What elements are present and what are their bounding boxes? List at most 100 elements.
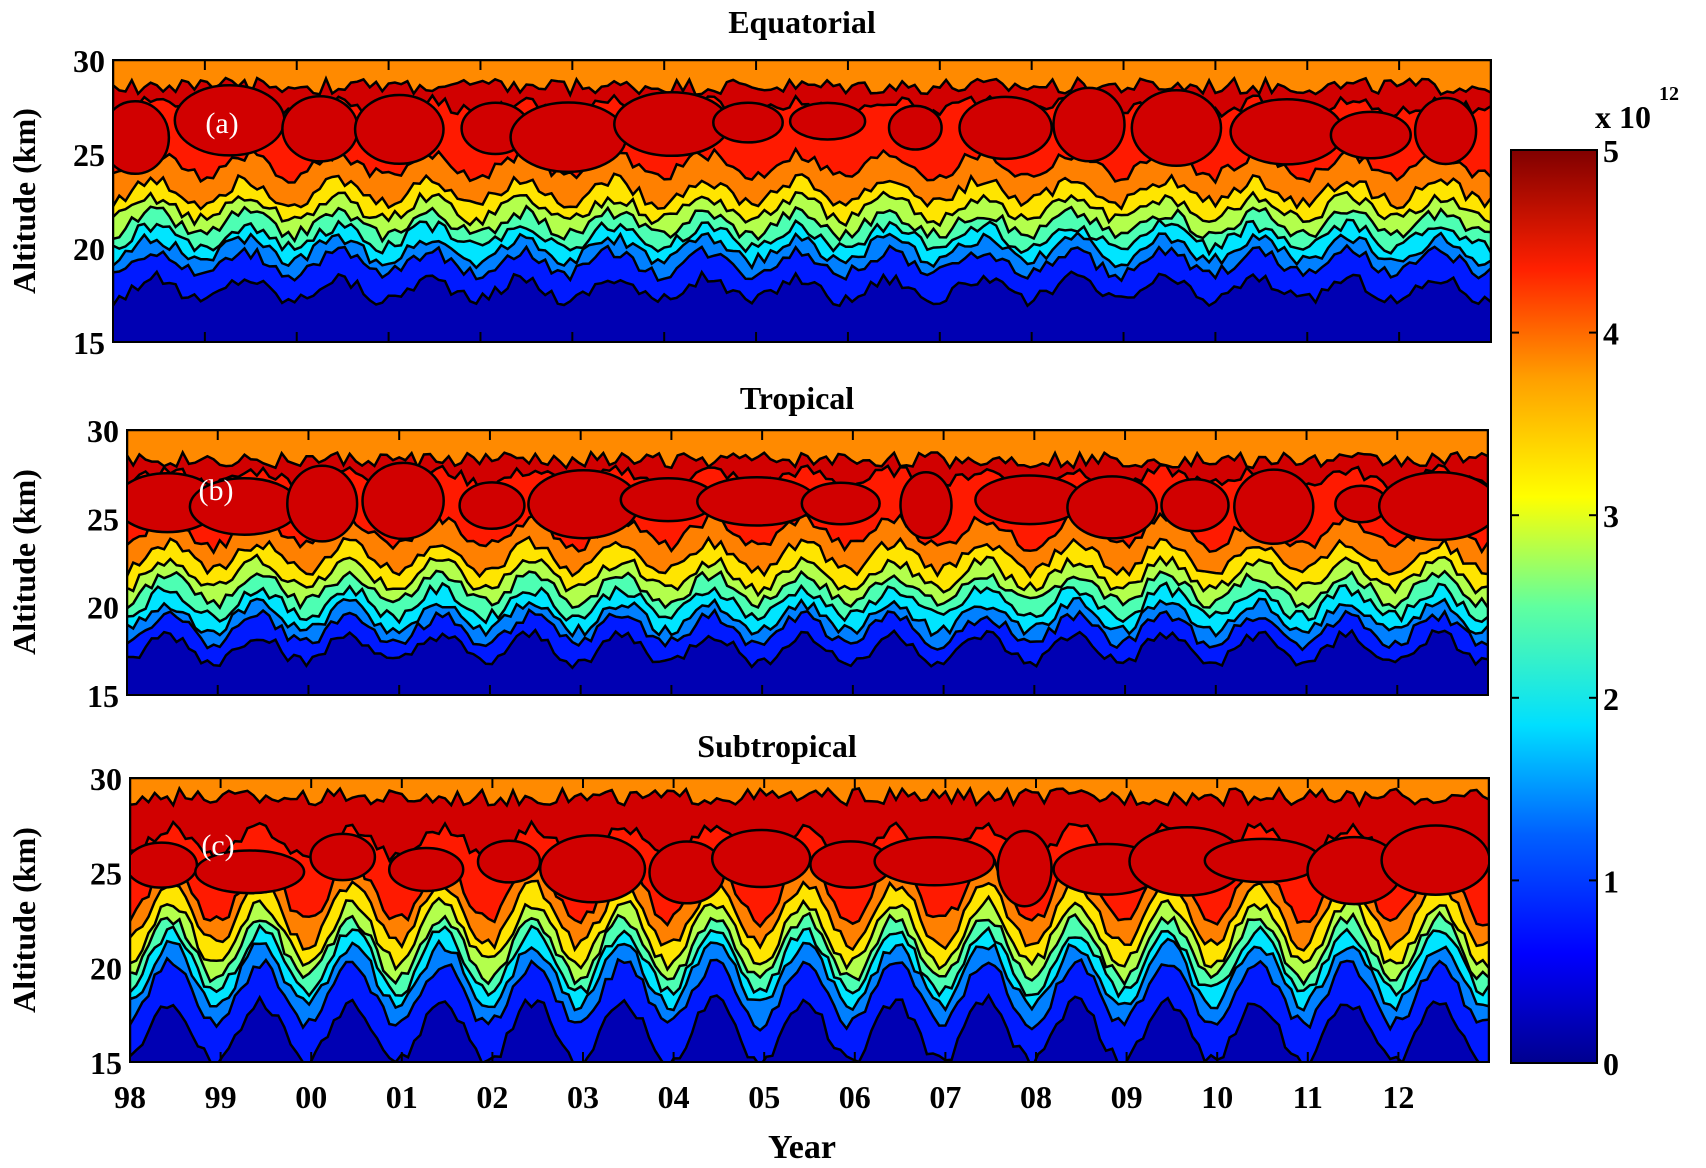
contour-max-region bbox=[538, 834, 647, 904]
contour-max-region bbox=[387, 846, 465, 893]
panel-label-c: (c) bbox=[201, 829, 234, 862]
contour-max-region bbox=[800, 481, 881, 526]
colorbar-tick-label: 2 bbox=[1603, 681, 1619, 717]
x-tick-marks-equatorial bbox=[112, 60, 1401, 342]
colorbar-tick-label: 4 bbox=[1603, 316, 1619, 352]
y-axis-label-tropical: Altitude (km) bbox=[6, 469, 42, 655]
contour-max-region bbox=[1229, 97, 1345, 166]
colorbar-ticks: 0 1 2 3 4 5 bbox=[1511, 133, 1619, 1082]
contour-fill-tropical bbox=[127, 430, 1488, 695]
contour-fill-subtropical bbox=[130, 778, 1489, 1062]
axes-frame-subtropical bbox=[129, 777, 1490, 1063]
colorbar-multiplier-base: x 10 bbox=[1595, 99, 1651, 135]
contour-max-region bbox=[996, 829, 1053, 908]
contour-max-region bbox=[788, 101, 867, 141]
x-tick-label: 08 bbox=[1020, 1079, 1052, 1115]
contour-max-region bbox=[309, 832, 377, 882]
y-tick-label: 30 bbox=[90, 761, 122, 797]
contour-band-upper bbox=[130, 778, 1489, 809]
contour-max-region bbox=[887, 104, 943, 151]
axes-frame-tropical bbox=[126, 429, 1489, 696]
contour-max-region bbox=[1066, 475, 1159, 540]
x-tick-label: 98 bbox=[114, 1079, 146, 1115]
x-tick-label: 06 bbox=[839, 1079, 871, 1115]
y-tick-label: 20 bbox=[90, 950, 122, 986]
colorbar-gradient bbox=[1510, 149, 1598, 1064]
x-tick-label: 07 bbox=[929, 1079, 961, 1115]
contour-max-region bbox=[1377, 471, 1488, 542]
contour-max-region bbox=[873, 836, 996, 887]
colorbar-multiplier: x 10 12 bbox=[1595, 83, 1679, 135]
x-tick-marks-subtropical bbox=[129, 778, 1400, 1062]
x-axis-label: Year bbox=[768, 1129, 836, 1166]
contour-max-region bbox=[974, 474, 1085, 526]
colorbar-tick-label: 3 bbox=[1603, 498, 1619, 534]
panel-label-a: (a) bbox=[205, 107, 238, 140]
contour-max-region bbox=[958, 95, 1053, 161]
y-tick-label: 15 bbox=[87, 678, 119, 714]
x-tick-labels: 98 99 00 01 02 03 04 05 06 07 08 09 10 11 12 bbox=[114, 1079, 1414, 1115]
contour-max-region bbox=[509, 101, 628, 174]
y-tick-labels-subtropical: 15 20 25 30 bbox=[90, 761, 122, 1081]
colorbar-tick-label: 0 bbox=[1603, 1046, 1619, 1082]
y-tick-label: 15 bbox=[73, 325, 105, 361]
y-axis-label-subtropical: Altitude (km) bbox=[6, 827, 42, 1013]
contour-max-region bbox=[696, 476, 818, 527]
y-tick-label: 30 bbox=[87, 413, 119, 449]
panel-equatorial: Equatorial 15 20 25 30 (a) Altitude (km) bbox=[6, 4, 1492, 361]
contour-max-region bbox=[613, 90, 731, 158]
contour-max-region bbox=[1052, 86, 1126, 163]
panel-label-b: (b) bbox=[199, 474, 234, 507]
x-tick-label: 00 bbox=[295, 1079, 327, 1115]
x-tick-label: 11 bbox=[1293, 1079, 1323, 1115]
y-tick-label: 30 bbox=[73, 43, 105, 79]
contour-max-region bbox=[361, 461, 445, 541]
panel-title-equatorial: Equatorial bbox=[728, 4, 876, 40]
x-tick-label: 04 bbox=[658, 1079, 690, 1115]
colorbar-tick-label: 1 bbox=[1603, 863, 1619, 899]
contour-max-region bbox=[899, 470, 953, 540]
y-tick-label: 15 bbox=[90, 1045, 122, 1081]
contour-max-region bbox=[113, 99, 171, 176]
contour-max-region bbox=[194, 849, 306, 895]
y-axis-label-equatorial: Altitude (km) bbox=[6, 108, 42, 294]
x-tick-label: 09 bbox=[1111, 1079, 1143, 1115]
y-tick-label: 25 bbox=[87, 501, 119, 537]
contour-max-region bbox=[1160, 478, 1230, 533]
y-tick-label: 20 bbox=[73, 231, 105, 267]
y-tick-label: 25 bbox=[73, 137, 105, 173]
x-tick-label: 01 bbox=[386, 1079, 418, 1115]
contour-fill-equatorial bbox=[113, 60, 1491, 342]
contour-max-region bbox=[286, 464, 359, 543]
contour-max-region bbox=[1413, 96, 1478, 166]
contour-band-upper bbox=[113, 60, 1491, 98]
contour-max-region bbox=[458, 481, 526, 531]
contour-max-region bbox=[710, 828, 812, 889]
x-tick-label: 02 bbox=[476, 1079, 508, 1115]
x-tick-label: 99 bbox=[205, 1079, 237, 1115]
contour-max-region bbox=[353, 93, 445, 166]
x-tick-label: 03 bbox=[567, 1079, 599, 1115]
contour-band-upper bbox=[127, 430, 1488, 471]
axes-frame-equatorial bbox=[112, 59, 1492, 343]
contour-max-region bbox=[476, 839, 542, 884]
panel-title-subtropical: Subtropical bbox=[697, 728, 857, 764]
y-tick-label: 20 bbox=[87, 590, 119, 626]
contour-max-region bbox=[281, 94, 360, 163]
contour-max-region bbox=[1329, 110, 1412, 160]
x-tick-label: 12 bbox=[1382, 1079, 1414, 1115]
y-tick-labels-tropical: 15 20 25 30 bbox=[87, 413, 119, 714]
y-tick-label: 25 bbox=[90, 856, 122, 892]
x-tick-marks-tropical bbox=[126, 430, 1399, 695]
panel-title-tropical: Tropical bbox=[740, 380, 854, 416]
x-tick-label: 10 bbox=[1201, 1079, 1233, 1115]
panel-subtropical: Subtropical 15 20 25 30 (c) Altitude (km) bbox=[6, 728, 1490, 1081]
contour-max-region bbox=[1233, 468, 1315, 546]
y-tick-labels-equatorial: 15 20 25 30 bbox=[73, 43, 105, 361]
contour-max-region bbox=[1203, 837, 1322, 884]
colorbar-multiplier-exponent: 12 bbox=[1659, 83, 1679, 105]
contour-max-region bbox=[712, 101, 784, 144]
contour-max-region bbox=[1380, 824, 1489, 896]
